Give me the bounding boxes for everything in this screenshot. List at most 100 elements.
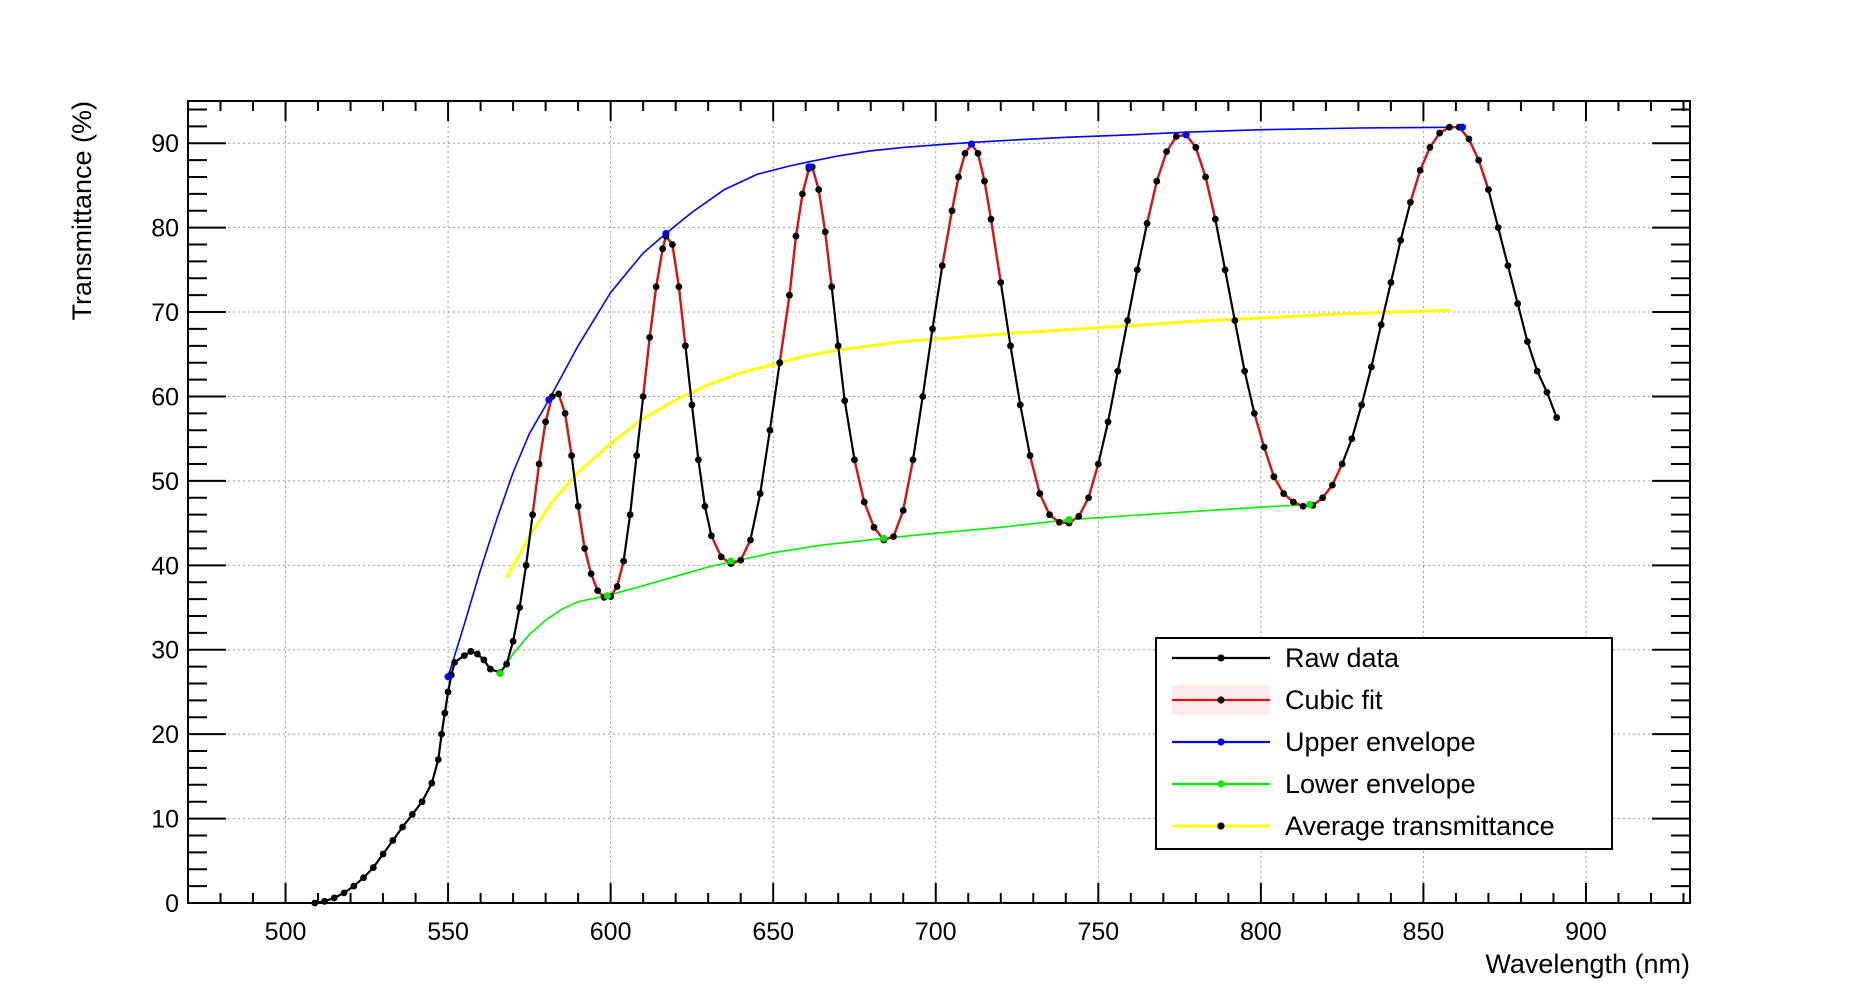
y-tick-label: 20 xyxy=(151,721,179,749)
upper-envelope-point xyxy=(1458,123,1467,131)
raw-data-point xyxy=(1016,401,1024,409)
raw-data-point xyxy=(1202,173,1209,181)
lower-envelope-point xyxy=(1065,516,1073,524)
raw-data-point xyxy=(870,523,878,531)
raw-data-point xyxy=(613,583,621,590)
x-tick-label: 650 xyxy=(752,918,794,946)
x-tick-label: 800 xyxy=(1240,918,1282,946)
raw-data-point xyxy=(1299,502,1307,510)
y-tick-label: 80 xyxy=(151,215,179,243)
lower-envelope-point xyxy=(1306,500,1314,509)
raw-data-point xyxy=(1465,135,1473,143)
raw-data-point xyxy=(574,502,582,510)
raw-data-point xyxy=(444,688,452,696)
upper-envelope-point xyxy=(444,673,452,681)
raw-data-point xyxy=(766,426,774,434)
raw-data-point xyxy=(1231,317,1239,324)
raw-data-point xyxy=(1036,490,1044,497)
raw-data-point xyxy=(675,283,683,291)
series-group xyxy=(311,123,1561,907)
legend-marker-swatch xyxy=(1217,696,1225,704)
upper-envelope-point xyxy=(805,163,813,171)
raw-data-point xyxy=(555,390,563,398)
raw-data-point xyxy=(1260,443,1268,451)
raw-data-point xyxy=(786,291,793,299)
raw-data-point xyxy=(1338,460,1346,468)
raw-data-point xyxy=(834,342,842,350)
raw-data-point xyxy=(792,232,800,240)
raw-data-point xyxy=(1416,166,1424,174)
raw-data-point xyxy=(1475,156,1483,164)
y-tick-label: 0 xyxy=(165,890,179,918)
legend-marker-swatch xyxy=(1217,738,1225,746)
raw-data-point xyxy=(688,401,696,409)
raw-data-point xyxy=(961,149,969,157)
lower-envelope-point xyxy=(727,557,735,565)
upper-envelope-line xyxy=(447,126,1463,678)
raw-data-point xyxy=(379,850,387,858)
raw-data-point xyxy=(1192,144,1200,151)
tick-labels: 500 550 600 650 700 750 800 850 900 0 10 20 30 40 50 60… xyxy=(151,130,1607,946)
raw-data-point xyxy=(987,215,995,223)
raw-data-point xyxy=(919,393,927,400)
legend-items: Raw data Cubic fit Upper envelope Lower env… xyxy=(1172,643,1555,841)
raw-data-point xyxy=(529,511,537,519)
raw-data-point xyxy=(350,882,358,890)
raw-data-point xyxy=(399,823,406,831)
upper-envelope-point xyxy=(545,396,553,404)
raw-data-point xyxy=(1514,300,1522,308)
raw-data-point xyxy=(1172,133,1180,140)
raw-data-point xyxy=(1397,236,1405,244)
raw-data-point xyxy=(1104,418,1112,426)
raw-data-point xyxy=(899,507,907,514)
upper-envelope-point xyxy=(662,229,670,238)
raw-data-point xyxy=(695,456,702,464)
raw-data-point xyxy=(626,511,634,519)
x-tick-label: 600 xyxy=(590,918,632,946)
raw-data-point xyxy=(428,779,436,787)
x-tick-label: 500 xyxy=(265,918,307,946)
raw-data-point xyxy=(659,245,667,253)
raw-data-point xyxy=(1407,198,1414,206)
raw-data-point xyxy=(652,283,660,291)
raw-data-point xyxy=(1436,129,1444,137)
raw-data-point xyxy=(542,418,550,426)
y-tick-label: 40 xyxy=(151,552,179,580)
raw-data-point xyxy=(503,660,511,668)
raw-data-point xyxy=(1543,388,1551,396)
raw-data-point xyxy=(938,262,946,270)
y-tick-label: 10 xyxy=(151,806,179,834)
raw-data-point xyxy=(717,553,725,561)
raw-data-point xyxy=(438,730,445,738)
legend-entry-fit: Cubic fit xyxy=(1172,685,1383,715)
raw-data-point xyxy=(467,648,475,655)
raw-data-point xyxy=(1446,123,1453,131)
raw-data-point xyxy=(756,490,764,497)
raw-data-point xyxy=(434,756,442,763)
raw-data-point xyxy=(1270,473,1278,481)
raw-data-point xyxy=(701,502,709,510)
raw-data-point xyxy=(1377,321,1385,329)
raw-data-point xyxy=(929,325,936,333)
raw-data-point xyxy=(486,665,494,673)
legend-label: Raw data xyxy=(1285,643,1400,673)
raw-data-point xyxy=(1280,490,1288,497)
upper-envelope-point xyxy=(967,140,976,148)
raw-data-point xyxy=(1358,401,1366,409)
raw-data-point xyxy=(1026,452,1034,459)
raw-data-point xyxy=(841,397,849,405)
raw-data-point xyxy=(1319,494,1327,502)
legend-entry-lower: Lower envelope xyxy=(1172,769,1476,799)
raw-data-point xyxy=(408,810,416,818)
raw-data-point xyxy=(1289,498,1297,506)
raw-data-point xyxy=(594,587,602,595)
legend-entry-upper: Upper envelope xyxy=(1172,727,1476,757)
x-tick-label: 750 xyxy=(1077,918,1119,946)
raw-data-point xyxy=(890,533,897,541)
raw-data-point xyxy=(451,659,458,666)
raw-data-point xyxy=(909,456,917,464)
raw-data-point xyxy=(747,536,754,544)
raw-data-point xyxy=(981,177,988,185)
